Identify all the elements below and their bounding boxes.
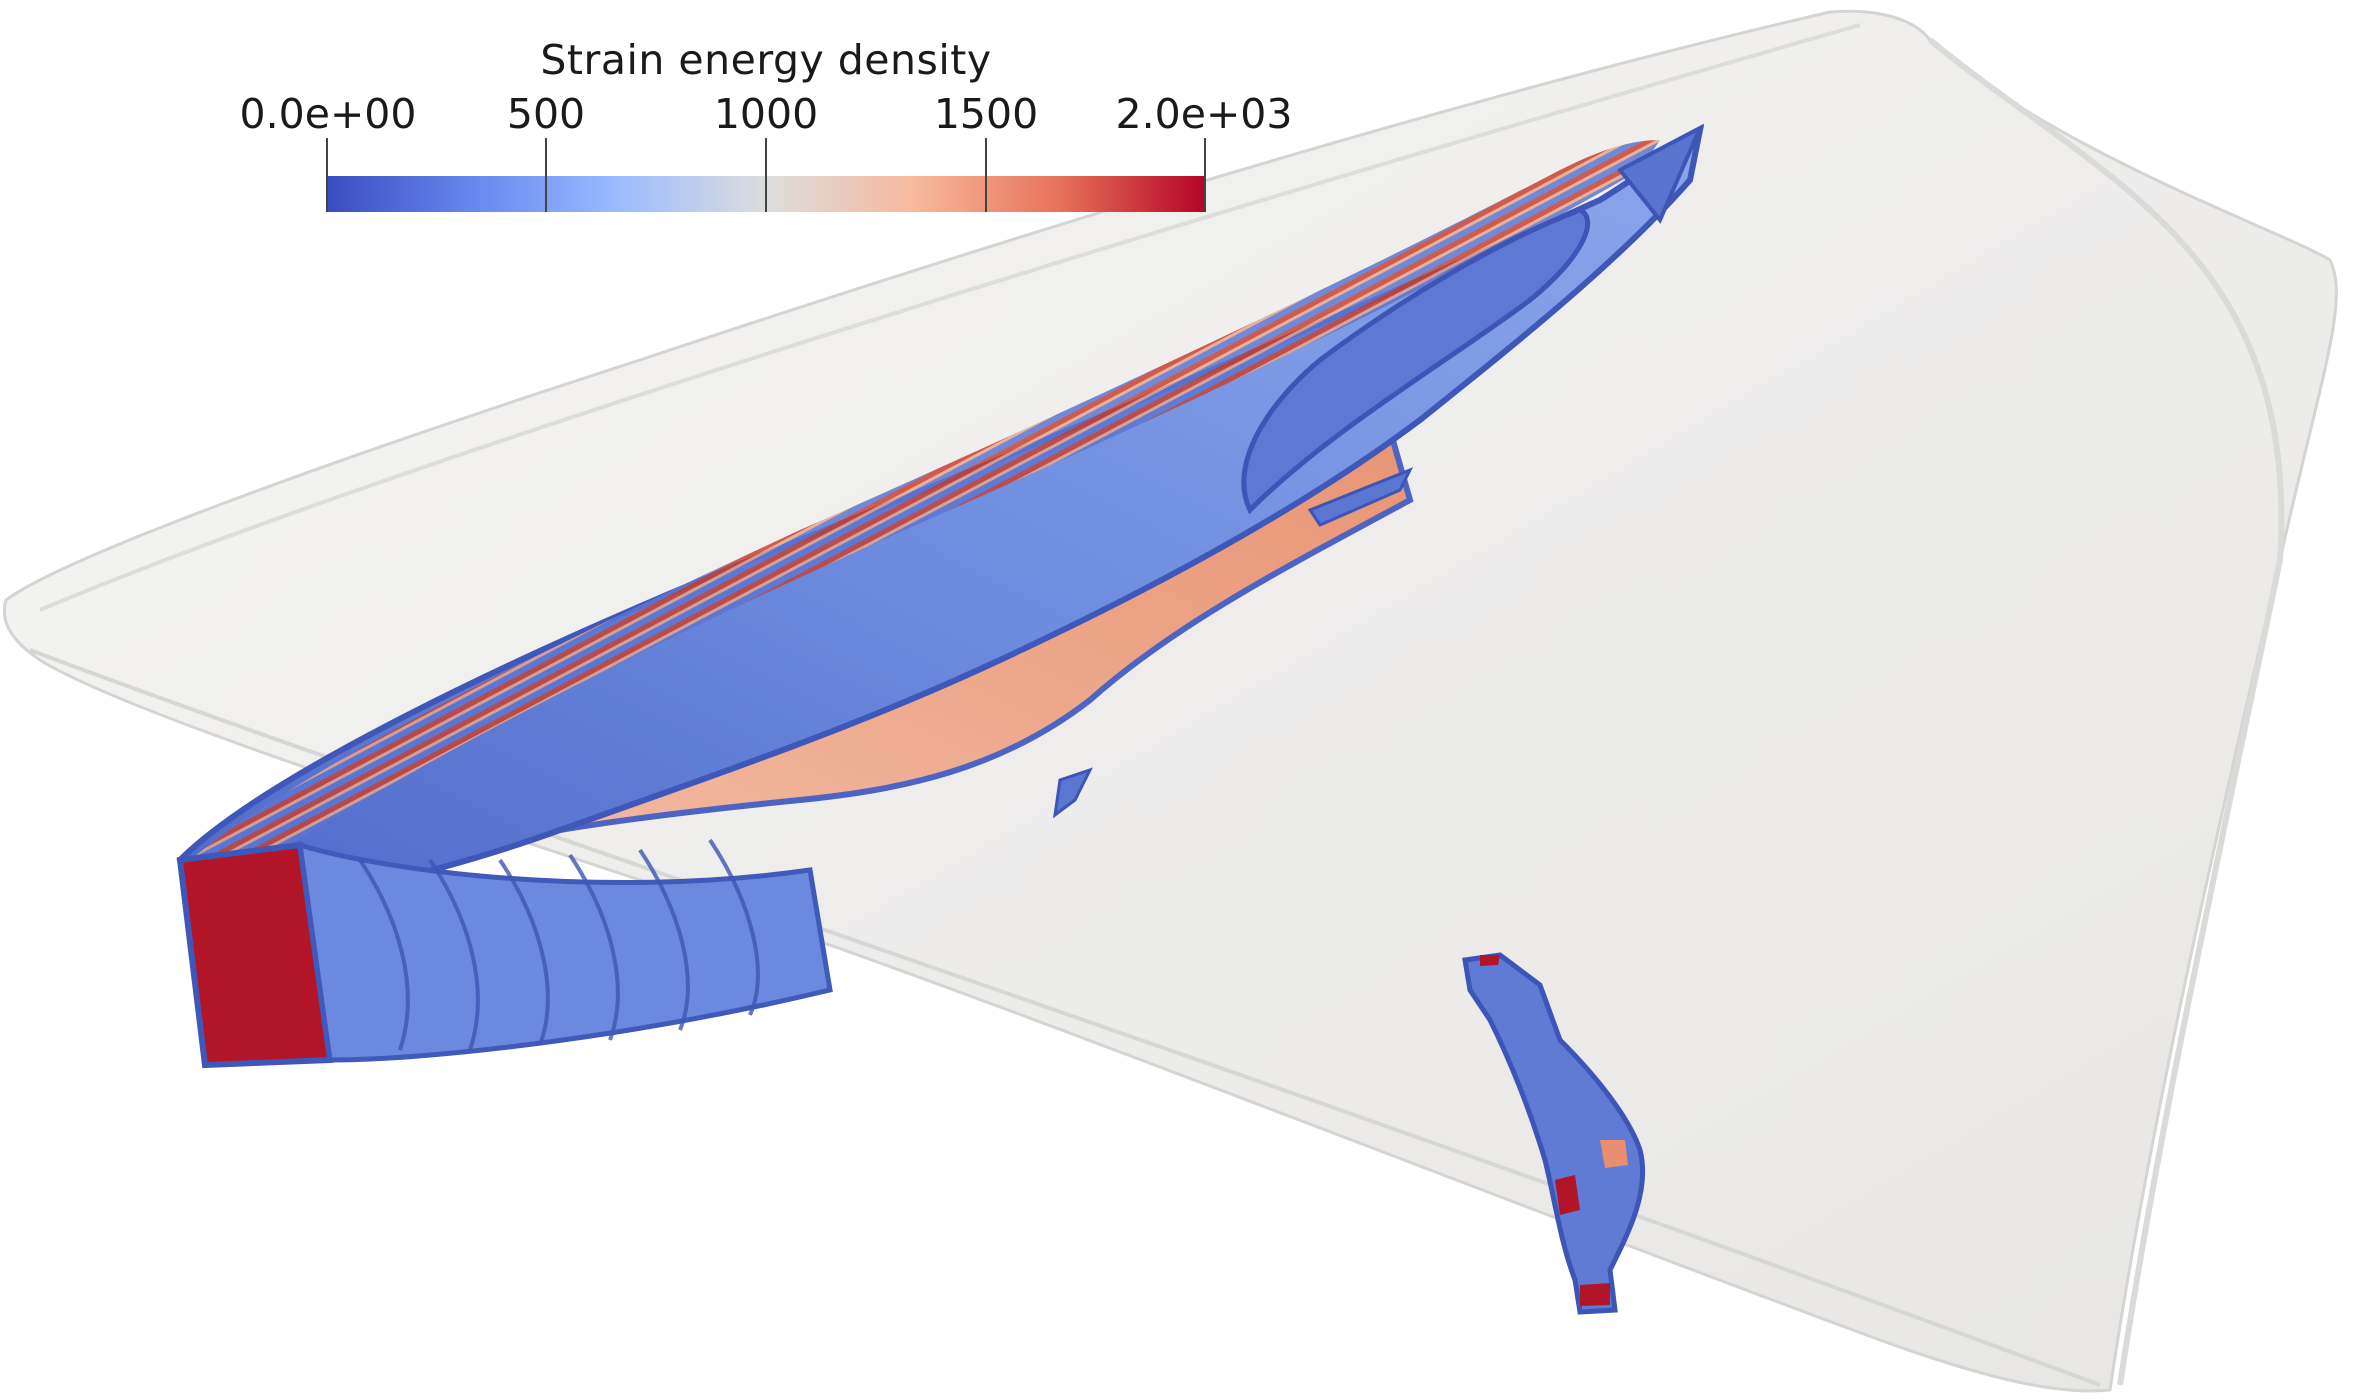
- colorbar-tick-label: 0.0e+00: [239, 90, 417, 138]
- wing-shell: [2, 9, 2338, 1393]
- colorbar-tick-label: 1000: [713, 90, 819, 138]
- internal-structure-main: [176, 123, 1705, 1069]
- colorbar-legend: Strain energy density 0.0e+00 500 1000 1…: [240, 36, 1292, 212]
- colorbar-tick-mark: [1204, 138, 1206, 212]
- colorbar-tick-mark: [985, 138, 987, 212]
- colorbar-tick-mark: [545, 138, 547, 212]
- colorbar-tick-mark: [326, 138, 328, 212]
- colorbar-title: Strain energy density: [540, 36, 992, 84]
- colorbar-tick-label: 500: [506, 90, 586, 138]
- colorbar-tick-label: 1500: [933, 90, 1039, 138]
- colorbar-tick-mark: [765, 138, 767, 212]
- colorbar-tick-label: 2.0e+03: [1115, 90, 1293, 138]
- internal-structure-fragment: [1462, 952, 1646, 1315]
